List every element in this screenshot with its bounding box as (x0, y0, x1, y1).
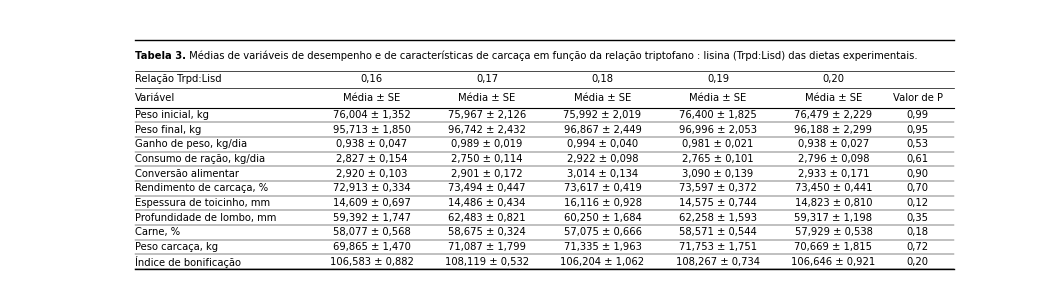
Text: 58,571 ± 0,544: 58,571 ± 0,544 (679, 227, 757, 237)
Text: 106,583 ± 0,882: 106,583 ± 0,882 (330, 257, 414, 267)
Text: 57,929 ± 0,538: 57,929 ± 0,538 (794, 227, 873, 237)
Text: Índice de bonificação: Índice de bonificação (135, 256, 241, 268)
Text: 73,597 ± 0,372: 73,597 ± 0,372 (679, 183, 757, 193)
Text: 106,204 ± 1,062: 106,204 ± 1,062 (560, 257, 644, 267)
Text: 108,119 ± 0,532: 108,119 ± 0,532 (445, 257, 529, 267)
Text: Média ± SE: Média ± SE (574, 93, 631, 103)
Text: 0,90: 0,90 (907, 169, 929, 179)
Text: 0,95: 0,95 (907, 125, 929, 135)
Text: Média ± SE: Média ± SE (805, 93, 862, 103)
Text: 0,981 ± 0,021: 0,981 ± 0,021 (682, 139, 754, 150)
Text: 0,989 ± 0,019: 0,989 ± 0,019 (452, 139, 523, 150)
Text: Carne, %: Carne, % (135, 227, 181, 237)
Text: 69,865 ± 1,470: 69,865 ± 1,470 (333, 242, 410, 252)
Text: 62,258 ± 1,593: 62,258 ± 1,593 (679, 213, 757, 223)
Text: Médias de variáveis de desempenho e de características de carcaça em função da r: Médias de variáveis de desempenho e de c… (186, 50, 918, 61)
Text: 2,750 ± 0,114: 2,750 ± 0,114 (452, 154, 523, 164)
Text: 0,938 ± 0,027: 0,938 ± 0,027 (798, 139, 870, 150)
Text: 2,922 ± 0,098: 2,922 ± 0,098 (567, 154, 638, 164)
Text: 108,267 ± 0,734: 108,267 ± 0,734 (676, 257, 760, 267)
Text: 96,867 ± 2,449: 96,867 ± 2,449 (563, 125, 641, 135)
Text: Consumo de ração, kg/dia: Consumo de ração, kg/dia (135, 154, 266, 164)
Text: 0,994 ± 0,040: 0,994 ± 0,040 (567, 139, 638, 150)
Text: 0,938 ± 0,047: 0,938 ± 0,047 (336, 139, 407, 150)
Text: 73,617 ± 0,419: 73,617 ± 0,419 (563, 183, 641, 193)
Text: 0,17: 0,17 (476, 74, 499, 84)
Text: 14,486 ± 0,434: 14,486 ± 0,434 (449, 198, 526, 208)
Text: Valor de P: Valor de P (893, 93, 943, 103)
Text: 3,090 ± 0,139: 3,090 ± 0,139 (682, 169, 754, 179)
Text: 3,014 ± 0,134: 3,014 ± 0,134 (567, 169, 638, 179)
Text: Profundidade de lombo, mm: Profundidade de lombo, mm (135, 213, 276, 223)
Text: 0,53: 0,53 (907, 139, 929, 150)
Text: 0,20: 0,20 (823, 74, 844, 84)
Text: Tabela 3.: Tabela 3. (135, 51, 186, 61)
Text: 14,609 ± 0,697: 14,609 ± 0,697 (333, 198, 410, 208)
Text: Média ± SE: Média ± SE (343, 93, 400, 103)
Text: 0,18: 0,18 (907, 227, 929, 237)
Text: Peso carcaça, kg: Peso carcaça, kg (135, 242, 219, 252)
Text: 58,675 ± 0,324: 58,675 ± 0,324 (449, 227, 526, 237)
Text: 14,575 ± 0,744: 14,575 ± 0,744 (679, 198, 757, 208)
Text: Média ± SE: Média ± SE (458, 93, 516, 103)
Text: 95,713 ± 1,850: 95,713 ± 1,850 (333, 125, 410, 135)
Text: 0,99: 0,99 (907, 110, 929, 120)
Text: 58,077 ± 0,568: 58,077 ± 0,568 (333, 227, 410, 237)
Text: Relação Trpd:Lisd: Relação Trpd:Lisd (135, 74, 222, 84)
Text: Peso final, kg: Peso final, kg (135, 125, 202, 135)
Text: 76,479 ± 2,229: 76,479 ± 2,229 (794, 110, 873, 120)
Text: 0,35: 0,35 (907, 213, 929, 223)
Text: 72,913 ± 0,334: 72,913 ± 0,334 (333, 183, 410, 193)
Text: 96,742 ± 2,432: 96,742 ± 2,432 (449, 125, 526, 135)
Text: 59,392 ± 1,747: 59,392 ± 1,747 (333, 213, 410, 223)
Text: 96,188 ± 2,299: 96,188 ± 2,299 (794, 125, 873, 135)
Text: Ganho de peso, kg/dia: Ganho de peso, kg/dia (135, 139, 248, 150)
Text: 0,70: 0,70 (907, 183, 929, 193)
Text: 59,317 ± 1,198: 59,317 ± 1,198 (794, 213, 873, 223)
Text: 2,933 ± 0,171: 2,933 ± 0,171 (797, 169, 870, 179)
Text: 76,004 ± 1,352: 76,004 ± 1,352 (333, 110, 410, 120)
Text: Rendimento de carcaça, %: Rendimento de carcaça, % (135, 183, 269, 193)
Text: 71,753 ± 1,751: 71,753 ± 1,751 (679, 242, 757, 252)
Text: 0,20: 0,20 (907, 257, 929, 267)
Text: 60,250 ± 1,684: 60,250 ± 1,684 (563, 213, 641, 223)
Text: 106,646 ± 0,921: 106,646 ± 0,921 (791, 257, 876, 267)
Text: Peso inicial, kg: Peso inicial, kg (135, 110, 209, 120)
Text: 62,483 ± 0,821: 62,483 ± 0,821 (449, 213, 526, 223)
Text: 71,087 ± 1,799: 71,087 ± 1,799 (449, 242, 526, 252)
Text: Espessura de toicinho, mm: Espessura de toicinho, mm (135, 198, 270, 208)
Text: 2,827 ± 0,154: 2,827 ± 0,154 (336, 154, 407, 164)
Text: 0,19: 0,19 (707, 74, 729, 84)
Text: Variável: Variável (135, 93, 175, 103)
Text: Média ± SE: Média ± SE (690, 93, 746, 103)
Text: 2,765 ± 0,101: 2,765 ± 0,101 (682, 154, 754, 164)
Text: 16,116 ± 0,928: 16,116 ± 0,928 (563, 198, 641, 208)
Text: 96,996 ± 2,053: 96,996 ± 2,053 (679, 125, 757, 135)
Text: Conversão alimentar: Conversão alimentar (135, 169, 239, 179)
Text: 75,967 ± 2,126: 75,967 ± 2,126 (448, 110, 526, 120)
Text: 14,823 ± 0,810: 14,823 ± 0,810 (795, 198, 873, 208)
Text: 0,61: 0,61 (907, 154, 929, 164)
Text: 76,400 ± 1,825: 76,400 ± 1,825 (679, 110, 757, 120)
Text: 75,992 ± 2,019: 75,992 ± 2,019 (563, 110, 642, 120)
Text: 0,16: 0,16 (360, 74, 383, 84)
Text: 0,72: 0,72 (907, 242, 929, 252)
Text: 73,450 ± 0,441: 73,450 ± 0,441 (795, 183, 873, 193)
Text: 2,920 ± 0,103: 2,920 ± 0,103 (336, 169, 407, 179)
Text: 57,075 ± 0,666: 57,075 ± 0,666 (563, 227, 641, 237)
Text: 70,669 ± 1,815: 70,669 ± 1,815 (794, 242, 873, 252)
Text: 2,901 ± 0,172: 2,901 ± 0,172 (452, 169, 523, 179)
Text: 2,796 ± 0,098: 2,796 ± 0,098 (797, 154, 870, 164)
Text: 71,335 ± 1,963: 71,335 ± 1,963 (563, 242, 641, 252)
Text: 0,18: 0,18 (591, 74, 613, 84)
Text: 73,494 ± 0,447: 73,494 ± 0,447 (449, 183, 526, 193)
Text: 0,12: 0,12 (907, 198, 929, 208)
